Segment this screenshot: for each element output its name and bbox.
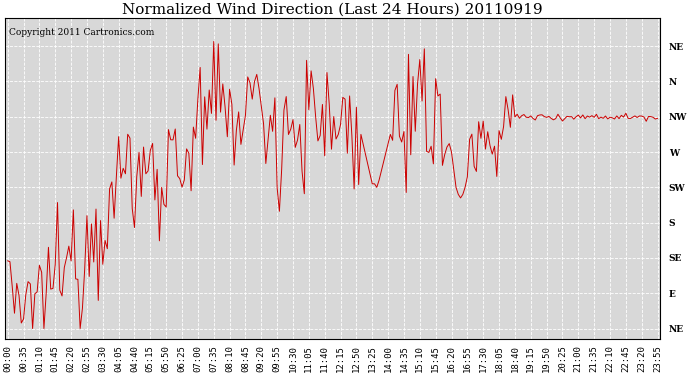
Text: Copyright 2011 Cartronics.com: Copyright 2011 Cartronics.com — [9, 28, 154, 37]
Title: Normalized Wind Direction (Last 24 Hours) 20110919: Normalized Wind Direction (Last 24 Hours… — [122, 3, 543, 17]
